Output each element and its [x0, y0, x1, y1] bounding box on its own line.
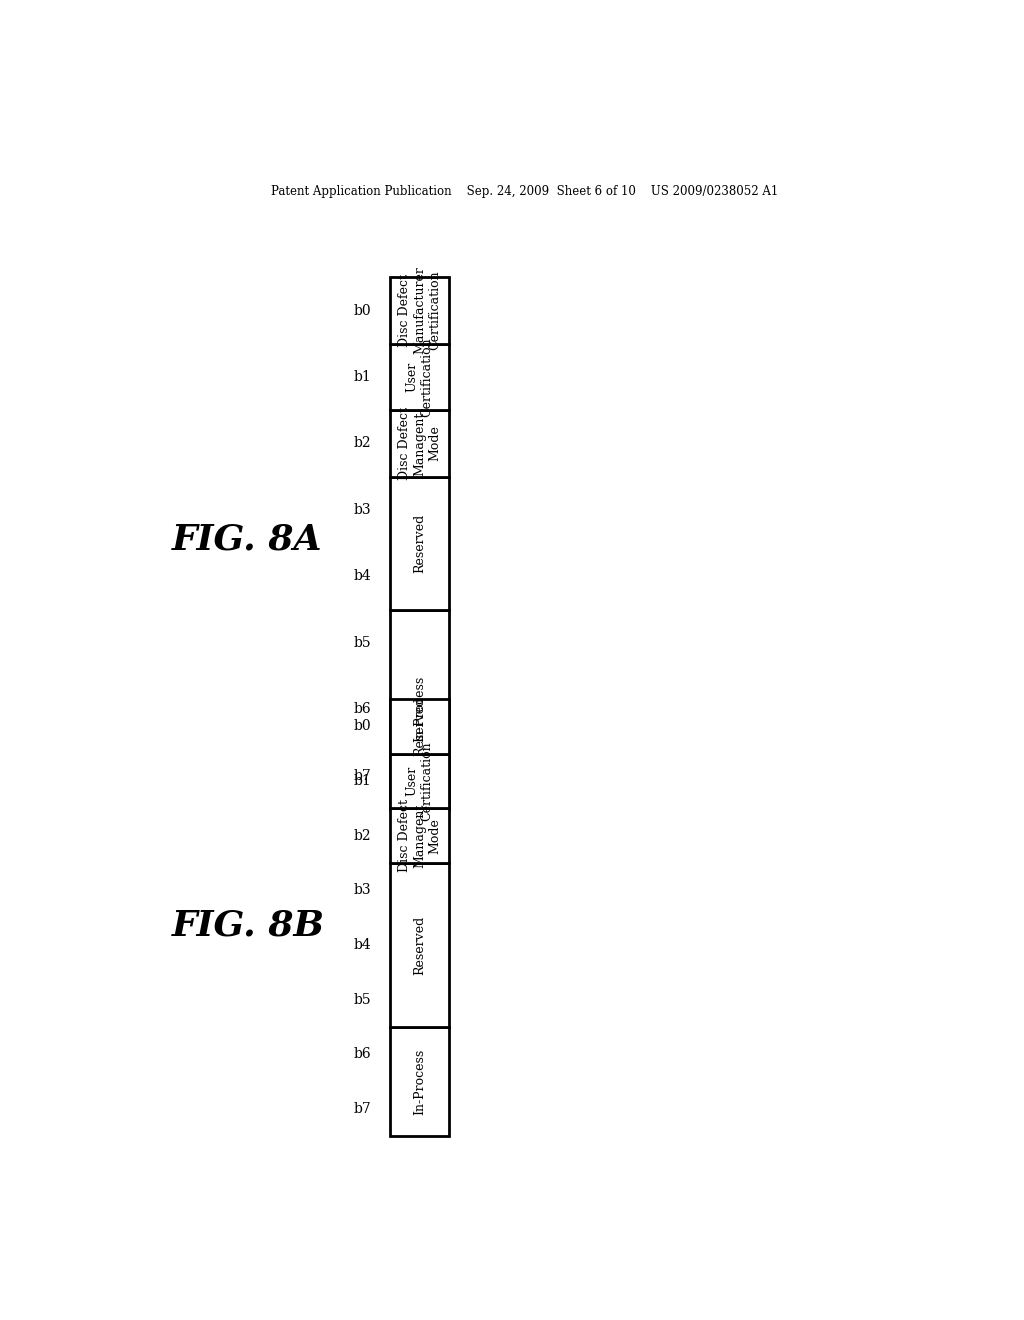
- Text: b0: b0: [353, 304, 371, 318]
- Text: Disc Defect
Managent
Mode: Disc Defect Managent Mode: [398, 407, 441, 480]
- Text: FIG. 8B: FIG. 8B: [172, 908, 325, 942]
- Text: Reserved: Reserved: [413, 513, 426, 573]
- Text: b5: b5: [353, 636, 371, 649]
- Text: b3: b3: [353, 883, 371, 898]
- Text: b6: b6: [353, 702, 371, 717]
- Text: b6: b6: [353, 1047, 371, 1061]
- Text: b1: b1: [353, 370, 371, 384]
- Bar: [390, 411, 450, 477]
- Text: Patent Application Publication    Sep. 24, 2009  Sheet 6 of 10    US 2009/023805: Patent Application Publication Sep. 24, …: [271, 185, 778, 198]
- Bar: [390, 1027, 450, 1137]
- Text: Reserved: Reserved: [413, 915, 426, 974]
- Bar: [390, 863, 450, 1027]
- Text: b5: b5: [353, 993, 371, 1007]
- Text: FIG. 8A: FIG. 8A: [172, 523, 323, 557]
- Bar: [390, 277, 450, 343]
- Bar: [390, 343, 450, 411]
- Bar: [390, 477, 450, 610]
- Text: In-Process: In-Process: [413, 676, 426, 742]
- Bar: [390, 610, 450, 809]
- Text: b7: b7: [353, 1102, 371, 1115]
- Text: In-Process: In-Process: [413, 1048, 426, 1114]
- Text: User
Certification: User Certification: [406, 742, 433, 821]
- Text: Disc Defect
Managent
Mode: Disc Defect Managent Mode: [398, 799, 441, 873]
- Text: b4: b4: [353, 569, 371, 583]
- Text: b0: b0: [353, 719, 371, 734]
- Text: User
Certification: User Certification: [406, 337, 433, 417]
- Text: b2: b2: [353, 437, 371, 450]
- Text: b2: b2: [353, 829, 371, 842]
- Text: b1: b1: [353, 774, 371, 788]
- Text: b3: b3: [353, 503, 371, 517]
- Text: b4: b4: [353, 939, 371, 952]
- Text: Reserved: Reserved: [413, 697, 426, 756]
- Bar: [390, 700, 450, 754]
- Bar: [390, 808, 450, 863]
- Text: Disc Defect
Manufacturer
Certification: Disc Defect Manufacturer Certification: [398, 267, 441, 355]
- Text: b7: b7: [353, 768, 371, 783]
- Bar: [390, 754, 450, 808]
